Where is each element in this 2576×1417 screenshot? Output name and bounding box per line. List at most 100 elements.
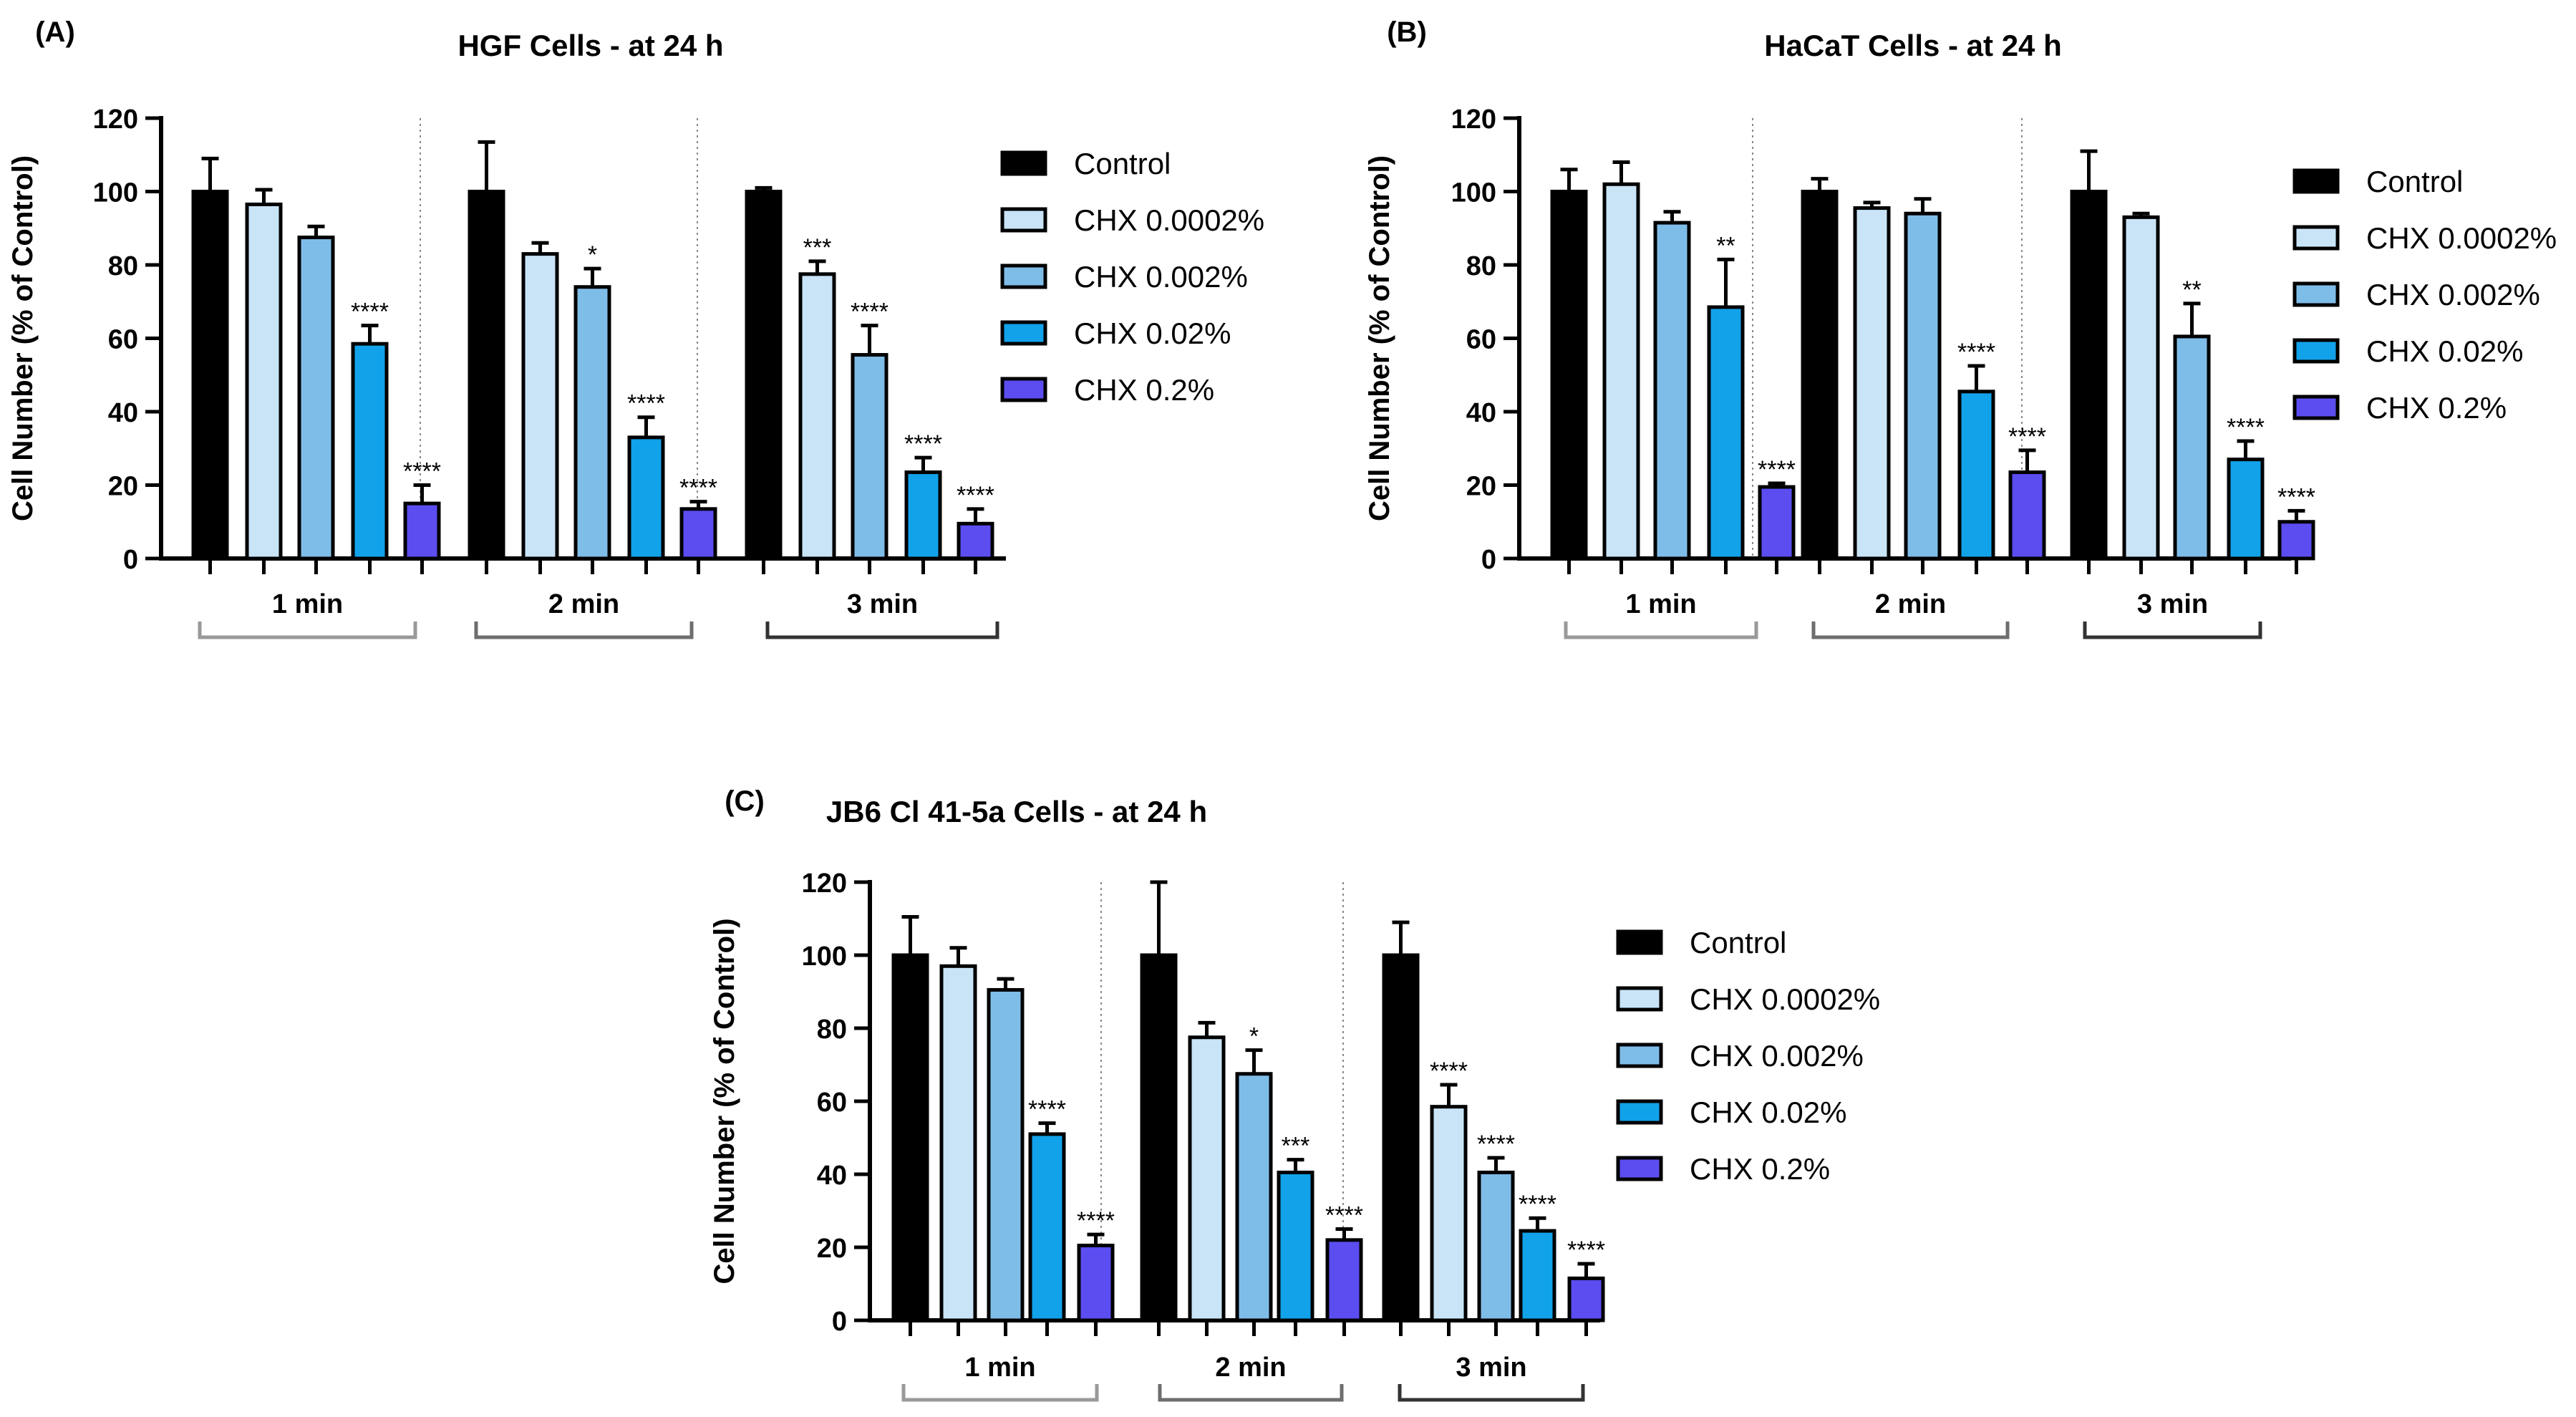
bar: [573, 285, 611, 561]
chart-title: HGF Cells - at 24 h: [457, 29, 723, 62]
bar: [1567, 1276, 1605, 1322]
bar: [297, 236, 335, 561]
bar: [627, 435, 665, 561]
legend-label: CHX 0.2%: [1690, 1152, 1830, 1186]
bar: [1602, 182, 1640, 561]
y-axis-label: Cell Number (% of Control): [1364, 155, 1395, 521]
bar: [1758, 485, 1796, 561]
y-tick-label: 120: [93, 105, 138, 135]
legend-label: CHX 0.0002%: [1690, 982, 1880, 1016]
group-label: 2 min: [548, 589, 619, 619]
bar: [1430, 1105, 1468, 1322]
bar: [1325, 1238, 1363, 1322]
legend-swatch: [1000, 320, 1047, 346]
group-bracket: [1811, 622, 2010, 639]
legend-swatch: [1616, 1099, 1663, 1125]
legend-label: CHX 0.02%: [2366, 334, 2523, 368]
legend-label: CHX 0.002%: [1074, 260, 1248, 294]
significance-label: ****: [1477, 1131, 1515, 1158]
significance-label: **: [1716, 232, 1735, 259]
group-bracket: [1398, 1384, 1585, 1402]
y-tick-label: 40: [1466, 398, 1496, 428]
legend-swatch: [2292, 338, 2340, 364]
group-label: 1 min: [964, 1353, 1035, 1383]
significance-label: ****: [1028, 1096, 1066, 1123]
group-label: 3 min: [1456, 1353, 1526, 1383]
legend-swatch: [1000, 263, 1047, 289]
bar: [1382, 953, 1420, 1322]
bar: [245, 202, 283, 561]
bar: [745, 190, 783, 561]
significance-label: ****: [2008, 423, 2046, 450]
bar: [2122, 215, 2160, 561]
group-label: 1 min: [1625, 589, 1696, 619]
y-tick-label: 100: [1451, 178, 1496, 208]
legend-swatch: [2292, 225, 2340, 251]
significance-label: ***: [1282, 1133, 1310, 1160]
bar: [403, 501, 441, 561]
legend-label: CHX 0.0002%: [1074, 203, 1264, 237]
y-tick-label: 80: [1466, 251, 1496, 281]
bar: [1801, 190, 1839, 561]
bar: [2008, 470, 2046, 561]
significance-label: ****: [1325, 1202, 1363, 1229]
y-tick-label: 20: [108, 472, 138, 502]
significance-label: **: [2182, 276, 2201, 304]
legend-swatch: [2292, 281, 2340, 307]
y-axis-label: Cell Number (% of Control): [7, 155, 39, 521]
significance-label: *: [588, 241, 597, 269]
y-tick-label: 60: [817, 1088, 847, 1118]
legend-label: CHX 0.0002%: [2366, 221, 2557, 255]
legend-label: CHX 0.02%: [1690, 1096, 1846, 1129]
significance-label: ****: [1519, 1191, 1556, 1218]
y-tick-label: 120: [1451, 105, 1496, 135]
bar: [1235, 1072, 1273, 1322]
chart-title: HaCaT Cells - at 24 h: [1764, 29, 2061, 62]
significance-label: ****: [2227, 414, 2265, 441]
panel-a: (A) HGF Cells - at 24 h Cell Number (% of …: [7, 16, 1264, 639]
group-label: 2 min: [1215, 1353, 1286, 1383]
legend-swatch: [1000, 150, 1047, 176]
legend-label: CHX 0.002%: [1690, 1039, 1864, 1073]
legend-label: CHX 0.002%: [2366, 278, 2540, 311]
significance-label: ****: [2277, 483, 2315, 511]
significance-label: ****: [679, 475, 717, 502]
y-tick-label: 100: [802, 942, 847, 972]
y-axis-label: Cell Number (% of Control): [709, 918, 740, 1284]
legend-swatch: [2292, 395, 2340, 420]
panel-label: (B): [1387, 16, 1427, 48]
significance-label: ****: [851, 299, 888, 326]
legend-swatch: [2292, 168, 2340, 194]
y-tick-label: 40: [817, 1161, 847, 1191]
group-label: 2 min: [1875, 589, 1946, 619]
legend-swatch: [1000, 377, 1047, 402]
bar: [1653, 221, 1691, 561]
significance-label: ****: [1957, 339, 1995, 366]
bar: [468, 190, 505, 561]
bar: [351, 342, 389, 561]
significance-label: ****: [351, 299, 389, 326]
bar: [1853, 206, 1891, 561]
group-bracket: [1158, 1384, 1344, 1402]
y-tick-label: 80: [817, 1015, 847, 1045]
bar: [1277, 1170, 1314, 1322]
significance-label: ****: [1077, 1207, 1115, 1234]
significance-label: ****: [1567, 1237, 1605, 1264]
panel-c: (C) JB6 Cl 41-5a Cells - at 24 h Cell Numb…: [709, 785, 1880, 1402]
legend-swatch: [1616, 986, 1663, 1012]
legend-label: Control: [1074, 147, 1171, 180]
group-bracket: [198, 622, 417, 639]
chart-title: JB6 Cl 41-5a Cells - at 24 h: [826, 795, 1207, 828]
significance-label: ***: [803, 234, 832, 261]
y-tick-label: 20: [1466, 472, 1496, 502]
legend-swatch: [1616, 1156, 1663, 1181]
group-bracket: [2083, 622, 2262, 639]
bar: [1957, 390, 1995, 561]
bar: [1904, 211, 1942, 561]
y-tick-label: 100: [93, 178, 138, 208]
significance-label: ****: [1758, 456, 1796, 483]
y-tick-label: 0: [1481, 545, 1496, 575]
significance-label: ****: [403, 458, 441, 485]
bar: [2227, 458, 2265, 561]
